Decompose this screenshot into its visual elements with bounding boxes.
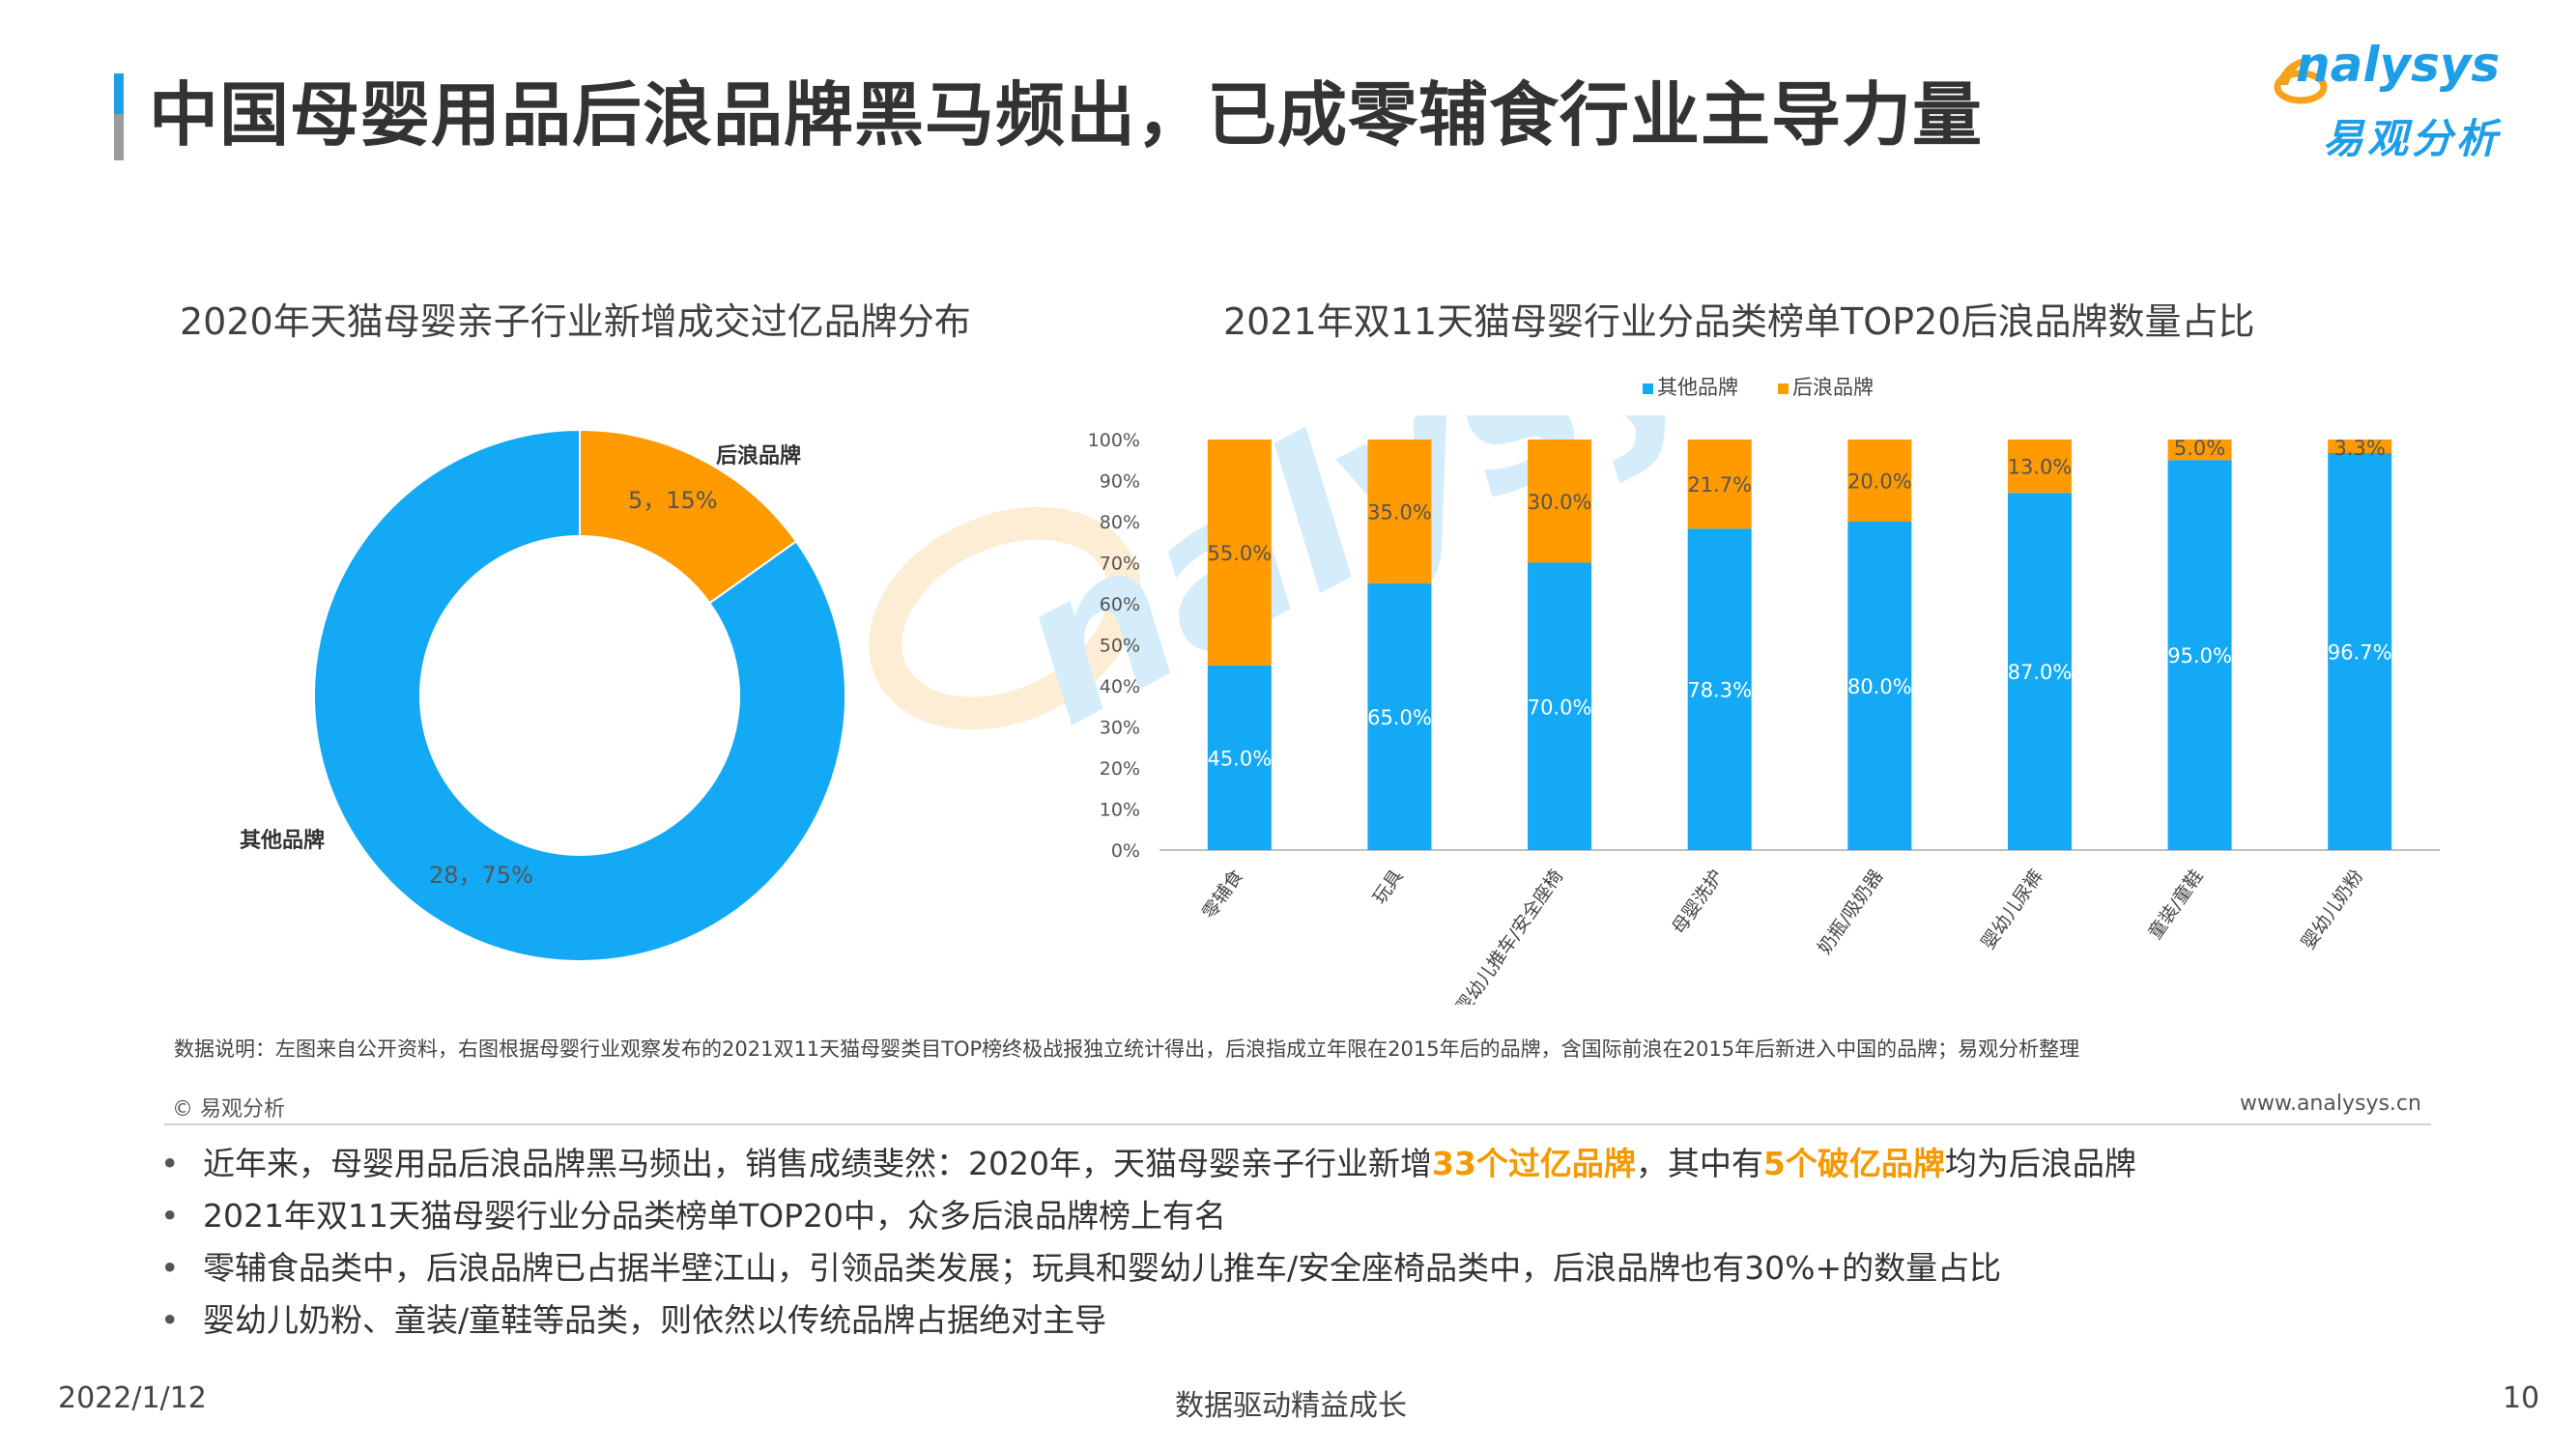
bar-segment-1 (1528, 440, 1592, 563)
donut-slice-1 (313, 428, 846, 962)
bullet-item: • 婴幼儿奶粉、童装/童鞋等品类，则依然以传统品牌占据绝对主导 (160, 1294, 2136, 1347)
bullet-highlight: 33个过亿品牌 (1431, 1145, 1636, 1182)
bar-value-label: 70.0% (1528, 696, 1592, 719)
legend-label-0: 其他品牌 (1657, 376, 1738, 399)
bullet-item: • 零辅食品类中，后浪品牌已占据半壁江山，引领品类发展；玩具和婴幼儿推车/安全座椅… (160, 1242, 2136, 1294)
y-tick-label: 10% (1100, 800, 1140, 821)
bullet-text: 均为后浪品牌 (1944, 1145, 2136, 1182)
bullet-list: • 近年来，母婴用品后浪品牌黑马频出，销售成绩斐然：2020年，天猫母婴亲子行业新… (160, 1138, 2136, 1347)
x-tick-label: 奶瓶/吸奶器 (1814, 866, 1887, 958)
legend-label-1: 后浪品牌 (1792, 376, 1874, 399)
title-accent-bar (114, 73, 124, 160)
bar-value-label: 13.0% (2008, 456, 2073, 479)
bar-value-label: 95.0% (2167, 644, 2232, 668)
y-tick-label: 20% (1100, 758, 1140, 780)
page-number: 10 (2503, 1381, 2540, 1415)
bar-value-label: 80.0% (1847, 675, 1912, 698)
y-tick-label: 40% (1100, 676, 1140, 697)
y-tick-label: 60% (1100, 594, 1140, 615)
bar-value-label: 96.7% (2328, 641, 2392, 665)
donut-label-hl: 后浪品牌 (716, 444, 802, 469)
bar-segment-0 (2328, 453, 2392, 850)
bullet-text: ，其中有 (1635, 1145, 1763, 1182)
data-note: 数据说明：左图来自公开资料，右图根据母婴行业观察发布的2021双11天猫母婴类目… (174, 1037, 2080, 1061)
y-tick-label: 70% (1100, 554, 1140, 575)
website-link[interactable]: www.analysys.cn (2240, 1092, 2421, 1116)
footer-slogan: 数据驱动精益成长 (1175, 1389, 1407, 1423)
bar-segment-0 (1847, 522, 1912, 850)
bullet-text: 近年来，母婴用品后浪品牌黑马频出，销售成绩斐然：2020年，天猫母婴亲子行业新增 (203, 1145, 1432, 1182)
bar-value-label: 35.0% (1367, 500, 1432, 524)
x-tick-label: 婴幼儿推车/安全座椅 (1451, 866, 1567, 1005)
analysys-logo: nalysys 易观分析 (2267, 37, 2518, 172)
bar-segment-1 (2007, 440, 2072, 494)
bullet-dot: • (160, 1301, 180, 1339)
bullet-text: 2021年双11天猫母婴行业分品类榜单TOP20中，众多后浪品牌榜上有名 (203, 1197, 1226, 1235)
bar-segment-0 (1687, 528, 1752, 850)
bar-value-label: 5.0% (2174, 437, 2225, 460)
page-title: 中国母婴用品后浪品牌黑马频出，已成零辅食行业主导力量 (149, 74, 1984, 156)
x-tick-label: 零辅食 (1198, 866, 1247, 923)
bar-value-label: 3.3% (2334, 437, 2386, 460)
bar-segment-0 (2007, 493, 2072, 850)
bar-value-label: 65.0% (1367, 706, 1432, 729)
donut-value-hl: 5，15% (628, 487, 718, 514)
x-tick-label: 母婴洗护 (1668, 866, 1728, 938)
bullet-text: 婴幼儿奶粉、童装/童鞋等品类，则依然以传统品牌占据绝对主导 (203, 1301, 1107, 1339)
donut-value-other: 28，75% (429, 862, 533, 889)
copyright: © 易观分析 (172, 1097, 285, 1122)
bullet-dot: • (160, 1197, 180, 1235)
bar-segment-1 (2167, 440, 2232, 461)
y-tick-label: 30% (1100, 718, 1140, 739)
bar-segment-0 (2167, 460, 2232, 850)
bar-value-label: 30.0% (1528, 491, 1592, 514)
legend-swatch-0 (1643, 384, 1653, 394)
bar-segment-1 (1207, 440, 1272, 666)
bar-chart-title: 2021年双11天猫母婴行业分品类榜单TOP20后浪品牌数量占比 (1223, 300, 2255, 343)
bar-segment-1 (2328, 440, 2392, 454)
x-tick-label: 婴幼儿奶粉 (2298, 866, 2368, 952)
donut-label-other: 其他品牌 (240, 829, 326, 853)
bullet-dot: • (160, 1249, 180, 1287)
bar-value-label: 55.0% (1207, 542, 1272, 565)
bullet-highlight: 5个破亿品牌 (1762, 1145, 1945, 1182)
bar-segment-1 (1367, 440, 1432, 583)
bullet-text: 零辅食品类中，后浪品牌已占据半壁江山，引领品类发展；玩具和婴幼儿推车/安全座椅品… (203, 1249, 2002, 1287)
bullet-item: • 2021年双11天猫母婴行业分品类榜单TOP20中，众多后浪品牌榜上有名 (160, 1190, 2136, 1242)
logo-text-cn: 易观分析 (2323, 115, 2502, 162)
legend-swatch-1 (1778, 384, 1789, 394)
y-tick-label: 50% (1100, 636, 1140, 657)
divider (164, 1123, 2431, 1125)
bullet-item: • 近年来，母婴用品后浪品牌黑马频出，销售成绩斐然：2020年，天猫母婴亲子行业新… (160, 1138, 2136, 1190)
bar-segment-1 (1847, 440, 1912, 522)
donut-chart (313, 428, 846, 962)
y-tick-label: 0% (1111, 840, 1140, 862)
stacked-bar-chart: 其他品牌 后浪品牌 0% 10% 20% 30% 40% 50% 60% 70% 80% 90% 100… (1088, 376, 2440, 1005)
footer-date: 2022/1/12 (58, 1381, 207, 1415)
logo-swoosh-icon (2274, 57, 2328, 104)
bar-value-label: 45.0% (1207, 747, 1272, 770)
bar-value-label: 20.0% (1847, 470, 1912, 494)
y-tick-label: 80% (1100, 512, 1140, 533)
x-tick-label: 婴幼儿尿裤 (1978, 866, 2048, 952)
bar-segment-1 (1687, 440, 1752, 529)
chart-legend: 其他品牌 后浪品牌 (1643, 376, 1874, 399)
x-tick-label: 童装/童鞋 (2144, 866, 2207, 943)
bar-value-label: 78.3% (1687, 679, 1752, 702)
bar-segment-0 (1528, 562, 1592, 850)
bar-value-label: 21.7% (1687, 473, 1752, 497)
bar-value-label: 87.0% (2008, 661, 2073, 684)
y-tick-label: 100% (1088, 430, 1140, 451)
logo-text-en: nalysys (2296, 37, 2501, 93)
bar-segment-0 (1207, 665, 1272, 850)
bar-segment-0 (1367, 582, 1432, 850)
bullet-dot: • (160, 1145, 180, 1182)
donut-chart-title: 2020年天猫母婴亲子行业新增成交过亿品牌分布 (180, 300, 971, 343)
x-tick-label: 玩具 (1369, 866, 1408, 908)
y-tick-label: 90% (1100, 471, 1140, 493)
